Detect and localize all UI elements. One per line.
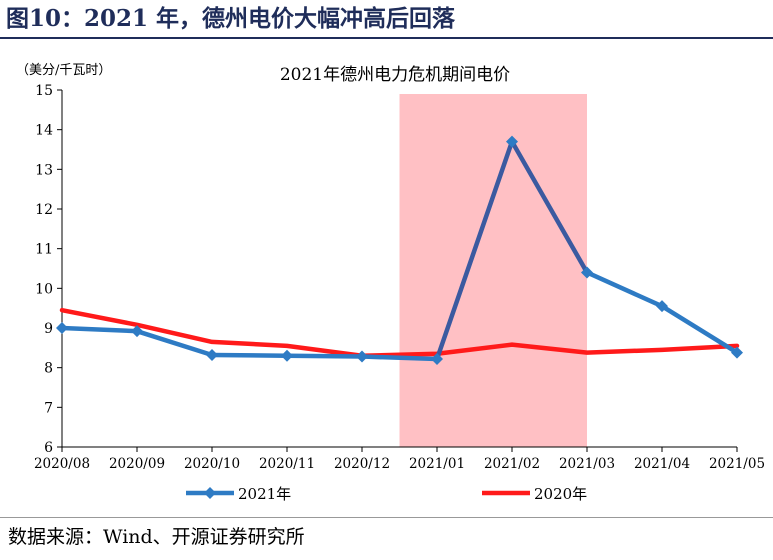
y-tick-label: 10 (35, 281, 53, 297)
series-2021-point (356, 350, 368, 363)
y-axis-unit: （美分/千瓦时） (16, 63, 111, 78)
y-tick-label: 15 (35, 83, 53, 99)
series-2021-point (206, 348, 218, 361)
x-tick-label: 2020/09 (109, 456, 165, 472)
series-2021-segment (59, 325, 140, 334)
y-tick-label: 14 (35, 123, 53, 139)
x-tick-label: 2021/03 (559, 456, 615, 472)
y-tick-label: 6 (44, 440, 53, 456)
x-tick-label: 2021/04 (634, 456, 690, 472)
chart-title: 2021年德州电力危机期间电价 (280, 65, 510, 85)
x-tick-label: 2020/11 (259, 456, 315, 472)
series-2021-point (431, 352, 443, 365)
y-tick-label: 11 (35, 242, 53, 258)
x-tick-label: 2021/05 (709, 456, 765, 472)
legend-2020-label: 2020年 (534, 485, 587, 503)
title-divider (0, 37, 773, 39)
legend-2021-label: 2021年 (238, 485, 291, 503)
series-2021-point (581, 266, 593, 279)
highlight-band (399, 94, 587, 447)
series-2021-point (281, 349, 293, 362)
series-2020-line (59, 307, 740, 359)
series-2021-point (56, 322, 68, 334)
series-2021-segment (584, 270, 665, 309)
y-tick-label: 7 (44, 400, 53, 416)
series-2021-segment (659, 303, 740, 355)
legend-2021-marker (204, 487, 216, 499)
y-tick-label: 9 (44, 321, 53, 337)
data-source: 数据来源：Wind、开源证券研究所 (8, 526, 305, 548)
series-2021-point (506, 135, 518, 148)
y-tick-label: 13 (35, 162, 53, 178)
series-2021-segment (434, 139, 515, 362)
series-2021-point (731, 346, 743, 359)
series-2021-segment (134, 328, 215, 358)
x-tick-label: 2020/10 (184, 456, 240, 472)
series-2021-segment (284, 353, 365, 359)
x-tick-label: 2020/08 (34, 456, 90, 472)
series-2021-point (656, 300, 668, 313)
source-divider (0, 517, 773, 518)
figure-title: 图10：2021 年，德州电价大幅冲高后回落 (6, 5, 456, 32)
series-2021-segment (509, 139, 590, 275)
x-tick-label: 2021/01 (409, 456, 465, 472)
series-2021-point (131, 325, 143, 338)
series-2021-segment (359, 354, 440, 362)
y-tick-label: 12 (35, 202, 53, 218)
x-tick-label: 2020/12 (334, 456, 390, 472)
x-tick-label: 2021/02 (484, 456, 540, 472)
series-2021-segment (209, 352, 290, 359)
y-tick-label: 8 (44, 361, 53, 377)
